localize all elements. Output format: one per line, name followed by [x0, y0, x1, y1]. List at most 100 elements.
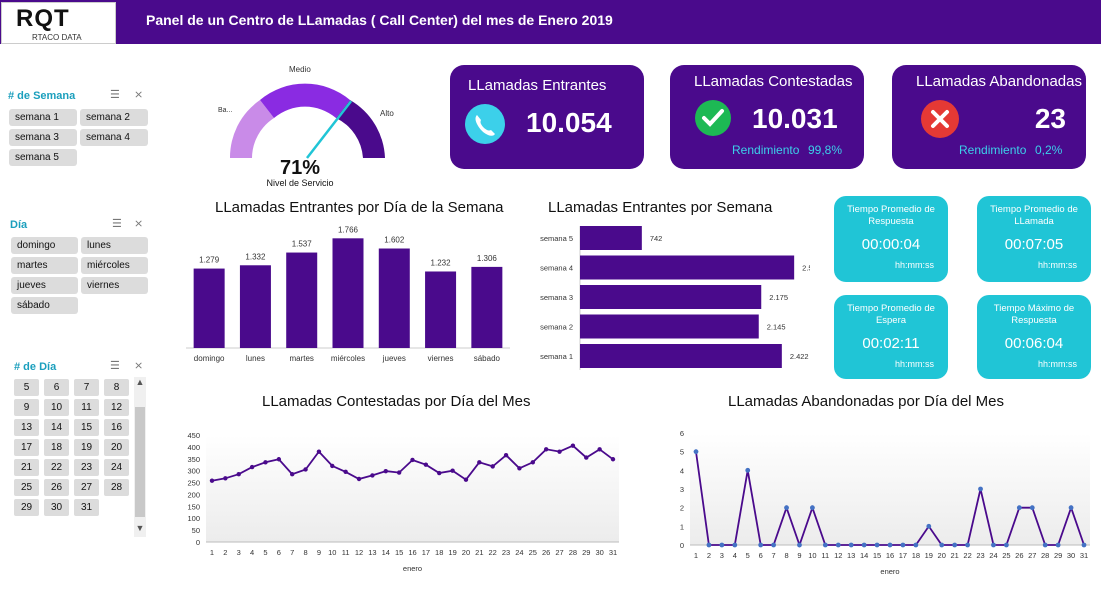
slicer-item[interactable]: 29	[14, 499, 39, 516]
y-tick-label: 150	[187, 502, 200, 511]
slicer-item[interactable]: semana 4	[80, 129, 148, 146]
x-tick-label: 14	[382, 548, 390, 557]
y-tick-label: 6	[680, 429, 684, 438]
multiselect-icon[interactable]: ☰	[110, 89, 120, 101]
time-card-value: 00:02:11	[862, 335, 920, 352]
plot-area	[206, 435, 619, 542]
slicer-item[interactable]: sábado	[11, 297, 78, 314]
slicer-item[interactable]: 26	[44, 479, 69, 496]
header-bar	[0, 0, 1101, 44]
card-llamadas-abandonadas: LLamadas Abandonadas 23 Rendimiento 0,2%	[892, 65, 1086, 169]
slicer-item[interactable]: 23	[74, 459, 99, 476]
tick-label: semana 1	[540, 352, 573, 361]
scroll-thumb[interactable]	[135, 407, 145, 517]
slicer-item[interactable]: 18	[44, 439, 69, 456]
slicer-item[interactable]: 5	[14, 379, 39, 396]
data-point	[745, 467, 751, 473]
tick-label: sábado	[474, 354, 501, 363]
data-point	[450, 468, 455, 473]
data-point	[316, 449, 322, 454]
slicer-item[interactable]: 16	[104, 419, 129, 436]
slicer-item[interactable]: semana 2	[80, 109, 148, 126]
slicer-item[interactable]: 14	[44, 419, 69, 436]
x-tick-label: 28	[569, 548, 577, 557]
slicer-item[interactable]: 10	[44, 399, 69, 416]
slicer-item[interactable]: 25	[14, 479, 39, 496]
slicer-item[interactable]: 20	[104, 439, 129, 456]
slicer-item[interactable]: 17	[14, 439, 39, 456]
slicer-item[interactable]: 12	[104, 399, 129, 416]
card-rendimiento-label: Rendimiento	[959, 143, 1027, 157]
x-tick-label: 18	[435, 548, 443, 557]
x-tick-label: 28	[1041, 551, 1049, 560]
slicer-item[interactable]: lunes	[81, 237, 148, 254]
bar	[332, 238, 364, 348]
slicer-item[interactable]: 11	[74, 399, 99, 416]
data-label: 1.766	[338, 225, 359, 234]
slicer-item[interactable]: 21	[14, 459, 39, 476]
x-tick-label: 20	[938, 551, 946, 560]
chart-title-contestadas: LLamadas Contestadas por Día del Mes	[262, 393, 531, 410]
slicer-item[interactable]: miércoles	[81, 257, 148, 274]
scroll-up-icon[interactable]: ▲	[135, 377, 145, 387]
slicer-item[interactable]: 31	[74, 499, 99, 516]
slicer-item[interactable]: viernes	[81, 277, 148, 294]
x-axis-label: enero	[880, 567, 899, 576]
slicer-item[interactable]: 6	[44, 379, 69, 396]
slicer-item[interactable]: 24	[104, 459, 129, 476]
slicer-item[interactable]: 9	[14, 399, 39, 416]
card-rendimiento-label: Rendimiento	[732, 143, 800, 157]
y-tick-label: 3	[680, 485, 684, 494]
slicer-item[interactable]: semana 1	[9, 109, 77, 126]
slicer-item[interactable]: 28	[104, 479, 129, 496]
slicer-item[interactable]: 15	[74, 419, 99, 436]
gauge-mid-label: Medio	[289, 65, 311, 74]
data-label: 1.232	[431, 258, 452, 267]
bar	[239, 265, 271, 348]
x-tick-label: 18	[912, 551, 920, 560]
x-tick-label: 22	[489, 548, 497, 557]
data-point	[965, 542, 970, 548]
data-point	[771, 542, 776, 548]
x-tick-label: 22	[963, 551, 971, 560]
multiselect-icon[interactable]: ☰	[110, 360, 120, 372]
x-tick-label: 24	[989, 551, 997, 560]
slicer-item[interactable]: semana 5	[9, 149, 77, 166]
tick-label: semana 5	[540, 234, 573, 243]
data-point	[913, 542, 919, 548]
time-card-value: 00:06:04	[1004, 335, 1064, 352]
clear-filter-icon[interactable]: ⨯	[134, 218, 144, 230]
slicer-item[interactable]: 22	[44, 459, 69, 476]
data-point	[463, 477, 469, 482]
x-tick-label: 4	[733, 551, 737, 560]
x-tick-label: 1	[694, 551, 698, 560]
y-tick-label: 250	[187, 479, 200, 488]
y-tick-label: 400	[187, 443, 200, 452]
scroll-down-icon[interactable]: ▼	[135, 523, 145, 533]
slicer-item[interactable]: 27	[74, 479, 99, 496]
slicer-item[interactable]: 7	[74, 379, 99, 396]
data-point	[1042, 542, 1048, 548]
x-tick-label: 10	[328, 548, 336, 557]
slicer-item[interactable]: 13	[14, 419, 39, 436]
slicer-item[interactable]: 30	[44, 499, 69, 516]
x-tick-label: 23	[502, 548, 510, 557]
x-tick-label: 23	[976, 551, 984, 560]
slicer-item[interactable]: martes	[11, 257, 78, 274]
slicer-item[interactable]: 19	[74, 439, 99, 456]
clear-filter-icon[interactable]: ⨯	[134, 89, 144, 101]
bar	[580, 344, 782, 368]
data-point	[835, 542, 841, 548]
x-tick-label: 21	[475, 548, 483, 557]
slicer-item[interactable]: 8	[104, 379, 129, 396]
data-point	[939, 542, 945, 548]
tick-label: semana 2	[540, 323, 573, 332]
multiselect-icon[interactable]: ☰	[112, 218, 122, 230]
y-tick-label: 100	[187, 514, 200, 523]
slicer-item[interactable]: domingo	[11, 237, 78, 254]
clear-filter-icon[interactable]: ⨯	[134, 360, 144, 372]
tick-label: semana 4	[540, 264, 573, 273]
slicer-item[interactable]: jueves	[11, 277, 78, 294]
slicer-item[interactable]: semana 3	[9, 129, 77, 146]
slicer-scrollbar[interactable]: ▲ ▼	[134, 377, 146, 537]
